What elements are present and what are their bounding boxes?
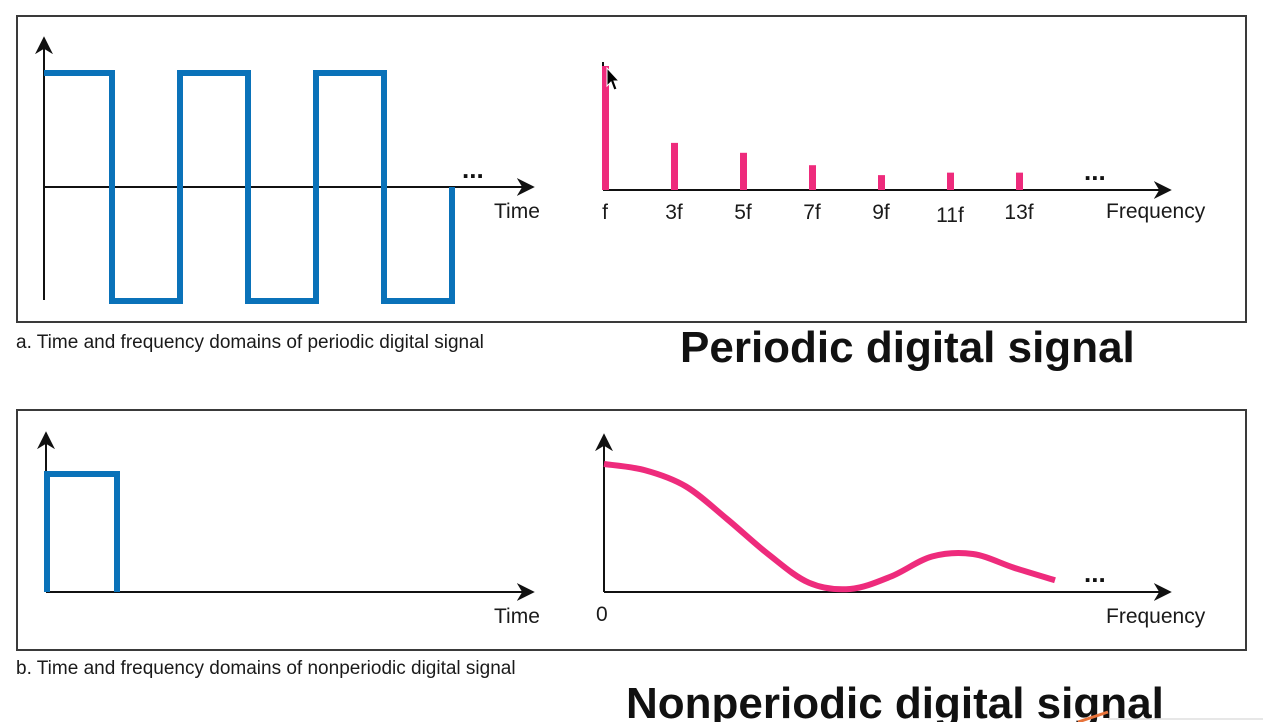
- panel-a-freq-continuation: ...: [1084, 156, 1106, 186]
- harmonic-bar-11f: [947, 172, 954, 190]
- harmonic-bar-f: [602, 66, 609, 190]
- harmonic-bar-9f: [878, 175, 885, 190]
- mouse-cursor-icon: [606, 66, 621, 91]
- panel-a-time-axis-label: Time: [494, 200, 540, 223]
- harmonic-bar-13f: [1016, 172, 1023, 190]
- panel-b-pulse: [44, 471, 120, 592]
- panel-a-square-wave: [44, 70, 455, 304]
- harmonic-bar-7f: [809, 165, 816, 190]
- panel-b-freq-continuation: ...: [1084, 558, 1106, 588]
- harmonic-tick-label-3f: 3f: [665, 201, 683, 224]
- harmonic-bar-5f: [740, 152, 747, 190]
- panel-a-title: Periodic digital signal: [680, 323, 1135, 372]
- annotation-arrow-icon: [1077, 710, 1109, 722]
- harmonic-tick-label-5f: 5f: [734, 201, 752, 224]
- harmonic-bar-3f: [671, 142, 678, 190]
- harmonic-tick-label-f: f: [602, 201, 608, 224]
- panel-b-time-axis-label: Time: [494, 605, 540, 628]
- panel-b-title: Nonperiodic digital signal: [626, 679, 1164, 722]
- panel-b-frame: [16, 409, 1247, 651]
- harmonic-tick-label-9f: 9f: [872, 201, 890, 224]
- panel-b-origin-label: 0: [596, 603, 608, 626]
- panel-b-caption: b. Time and frequency domains of nonperi…: [16, 658, 516, 679]
- panel-a-time-continuation: ...: [462, 154, 484, 184]
- panel-a-freq-axis-label: Frequency: [1106, 200, 1206, 223]
- harmonic-tick-label-11f: 11f: [936, 204, 964, 227]
- panel-a-frame: [16, 15, 1247, 323]
- harmonic-tick-label-13f: 13f: [1004, 201, 1033, 224]
- panel-a-caption: a. Time and frequency domains of periodi…: [16, 332, 484, 353]
- harmonic-tick-label-7f: 7f: [803, 201, 821, 224]
- panel-b-spectrum-curve: [603, 461, 1056, 593]
- panel-b-freq-axis-label: Frequency: [1106, 605, 1206, 628]
